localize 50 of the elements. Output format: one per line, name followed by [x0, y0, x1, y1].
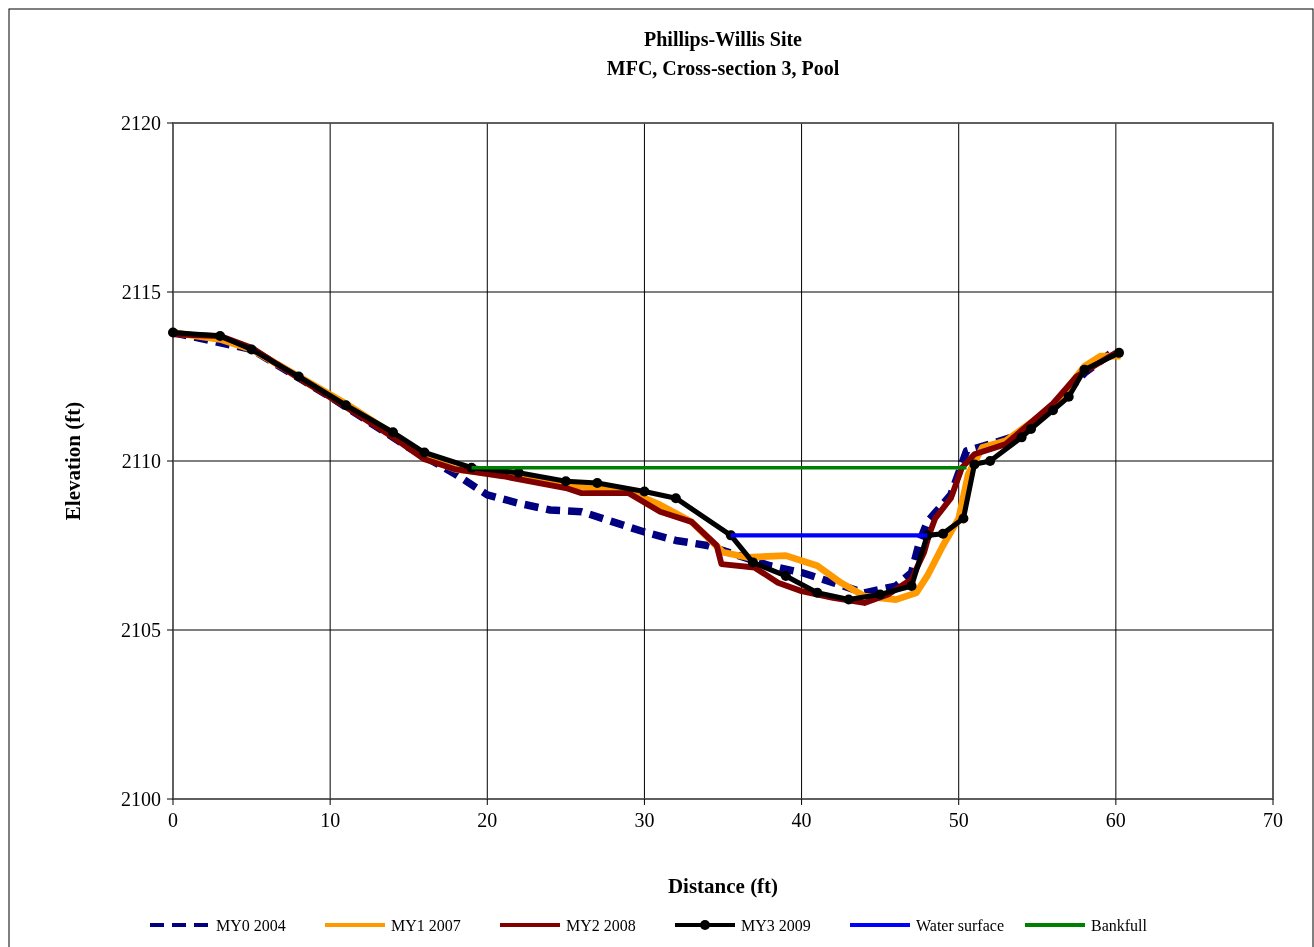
point: [780, 570, 791, 581]
x-axis-title: Distance (ft): [667, 874, 779, 898]
x-tick-label: 70: [1263, 809, 1283, 831]
legend-label: MY0 2004: [216, 917, 286, 934]
point: [958, 513, 969, 524]
x-tick-label: 20: [477, 809, 498, 831]
point: [969, 459, 980, 470]
point: [1016, 432, 1027, 443]
legend-label: MY3 2009: [741, 917, 811, 934]
point: [340, 400, 351, 411]
x-tick-label: 40: [791, 809, 812, 831]
chart-title: Phillips-Willis Site: [644, 28, 803, 51]
point: [388, 427, 398, 438]
point: [906, 581, 917, 592]
x-tick-label: 10: [320, 809, 341, 831]
point: [747, 557, 758, 568]
legend-label: MY1 2007: [391, 917, 461, 934]
point: [843, 594, 854, 605]
point: [812, 587, 823, 598]
y-tick-label: 2100: [121, 788, 161, 810]
point: [560, 476, 571, 487]
point: [670, 493, 681, 504]
point: [639, 486, 650, 497]
chart-subtitle: MFC, Cross-section 3, Pool: [606, 57, 840, 79]
point: [1079, 364, 1090, 375]
y-tick-label: 2110: [121, 450, 161, 472]
x-tick-label: 30: [634, 809, 655, 831]
point: [1026, 423, 1036, 434]
point: [419, 447, 430, 458]
y-axis-title: Elevation (ft): [61, 401, 85, 521]
point: [215, 330, 226, 341]
point: [938, 528, 948, 539]
legend-label: Water surface: [916, 917, 1004, 934]
x-tick-label: 50: [948, 809, 969, 831]
point: [1048, 405, 1058, 416]
point: [1114, 347, 1124, 358]
y-tick-label: 2120: [121, 112, 161, 134]
y-tick-label: 2115: [121, 281, 161, 303]
point: [246, 344, 257, 355]
point: [293, 371, 304, 382]
y-tick-label: 2105: [121, 619, 161, 641]
point: [875, 589, 886, 600]
point: [168, 327, 178, 338]
legend-label: Bankfull: [1091, 917, 1148, 934]
x-tick-label: 60: [1105, 809, 1126, 831]
point: [985, 456, 996, 466]
legend-label: MY2 2008: [566, 917, 636, 934]
x-tick-label: 0: [168, 809, 178, 831]
point: [1063, 391, 1074, 402]
point: [592, 477, 603, 488]
